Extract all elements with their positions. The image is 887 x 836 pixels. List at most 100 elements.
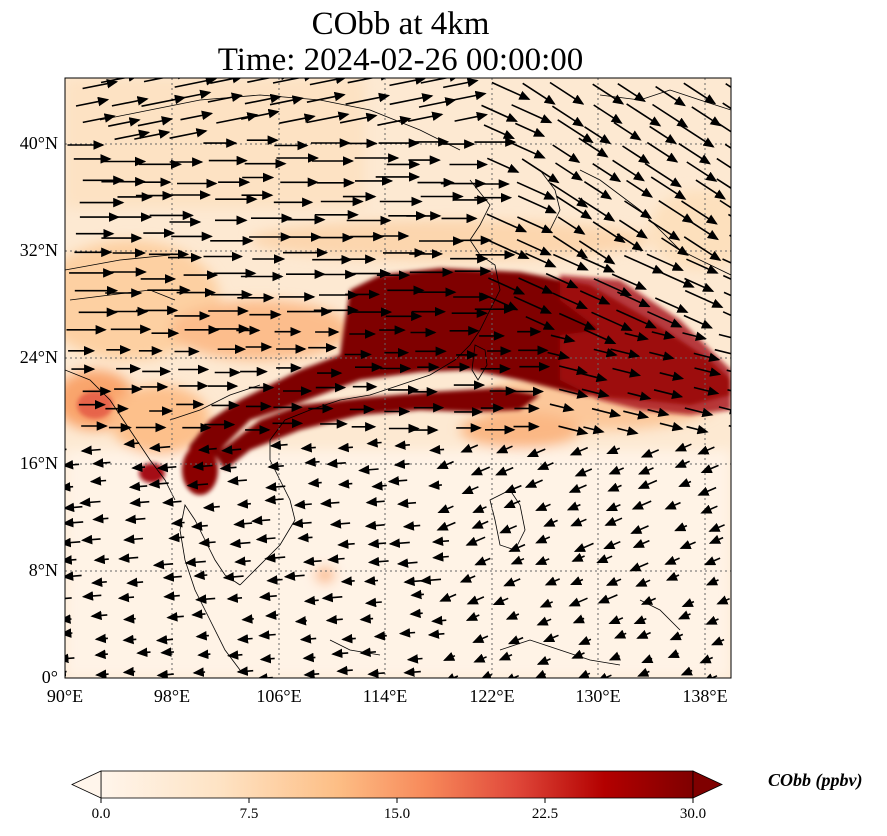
wind-arrow	[303, 595, 319, 606]
wind-arrow	[583, 181, 613, 200]
wind-arrow	[128, 481, 148, 492]
wind-arrow	[221, 445, 242, 455]
wind-arrow	[495, 466, 514, 476]
wind-arrow	[129, 497, 150, 508]
wind-arrow	[236, 499, 251, 509]
wind-arrow	[373, 631, 387, 641]
wind-arrow	[661, 237, 689, 256]
wind-arrow	[94, 649, 108, 660]
wind-arrow	[269, 95, 304, 106]
wind-arrow	[544, 576, 561, 586]
wind-arrow	[681, 200, 718, 225]
wind-arrow	[551, 105, 585, 127]
wind-arrow	[555, 162, 583, 181]
wind-arrow	[81, 534, 101, 545]
wind-arrow	[82, 78, 119, 90]
colorbar-extend-max	[692, 770, 723, 799]
wind-arrow	[81, 591, 102, 601]
wind-arrow	[394, 440, 410, 450]
wind-arrow	[703, 556, 721, 566]
wind-arrow	[233, 518, 253, 529]
wind-arrow	[518, 277, 554, 294]
wind-arrow	[674, 458, 690, 468]
wind-arrow	[659, 371, 685, 381]
colorbar-bar	[100, 770, 694, 799]
colorbar-tick-label: 30.0	[679, 806, 707, 822]
wind-arrow	[444, 90, 487, 103]
wind-arrow	[521, 158, 560, 184]
wind-arrow	[197, 649, 211, 660]
wind-arrow	[134, 129, 171, 140]
wind-arrow	[640, 595, 657, 605]
wind-arrow	[630, 524, 649, 534]
wind-arrow	[505, 610, 520, 620]
wind-arrow	[640, 448, 660, 458]
wind-arrow	[486, 213, 528, 233]
wind-arrow	[265, 610, 279, 620]
wind-arrow	[65, 517, 84, 528]
wind-arrow	[472, 504, 487, 514]
wind-arrow	[686, 161, 718, 182]
wind-arrow	[437, 504, 454, 514]
wind-arrow	[166, 612, 184, 622]
wind-arrow	[210, 78, 244, 84]
wind-arrow	[678, 478, 692, 488]
wind-arrow	[718, 333, 731, 339]
wind-arrow	[695, 179, 727, 200]
wind-arrow	[419, 575, 442, 585]
lon-tick-label: 90°E	[46, 686, 84, 706]
wind-arrow	[699, 654, 714, 664]
wind-arrow	[169, 128, 208, 139]
wind-arrow	[499, 524, 518, 534]
wind-arrow	[686, 424, 709, 435]
wind-arrow	[420, 78, 461, 84]
wind-arrow	[341, 633, 356, 644]
wind-arrow	[624, 200, 653, 219]
wind-arrow	[272, 78, 316, 84]
wind-arrow	[593, 104, 623, 124]
wind-arrow	[536, 655, 551, 665]
wind-arrow	[684, 289, 724, 308]
wind-arrow	[680, 666, 693, 676]
wind-arrow	[266, 575, 283, 585]
wind-arrow	[535, 556, 550, 565]
wind-arrow	[728, 424, 731, 428]
wind-arrow	[90, 610, 108, 621]
wind-arrow	[556, 195, 593, 220]
wind-arrow	[603, 540, 621, 550]
wind-arrow	[123, 614, 136, 624]
wind-arrow	[170, 89, 212, 102]
wind-arrow	[79, 497, 101, 508]
wind-arrow	[498, 651, 513, 661]
wind-arrow	[195, 631, 209, 641]
wind-arrow	[722, 274, 731, 280]
wind-arrow	[568, 483, 587, 493]
wind-arrow	[637, 667, 650, 677]
wind-arrow	[393, 459, 410, 469]
wind-arrow	[664, 500, 681, 510]
wind-arrow	[454, 111, 488, 122]
wind-arrow	[258, 630, 276, 640]
wind-arrow	[667, 649, 680, 659]
wind-arrow	[659, 271, 695, 288]
wind-arrow	[552, 144, 581, 163]
wind-arrow	[251, 515, 271, 526]
wind-arrow	[302, 556, 322, 567]
wind-arrow	[722, 311, 731, 317]
wind-arrow	[460, 443, 479, 453]
wind-arrow	[389, 78, 427, 87]
wind-arrow	[577, 669, 591, 678]
wind-arrow	[612, 367, 642, 378]
wind-arrow	[94, 633, 108, 644]
wind-arrow	[480, 670, 493, 678]
wind-arrow	[65, 459, 80, 470]
wind-arrow	[677, 610, 691, 620]
wind-arrow	[124, 514, 146, 525]
wind-arrow	[269, 440, 288, 450]
wind-arrow	[550, 334, 576, 344]
wind-arrow	[403, 667, 421, 677]
wind-arrow	[722, 258, 731, 264]
wind-arrow	[558, 388, 589, 399]
wind-arrow	[439, 592, 457, 602]
wind-arrow	[279, 113, 316, 124]
